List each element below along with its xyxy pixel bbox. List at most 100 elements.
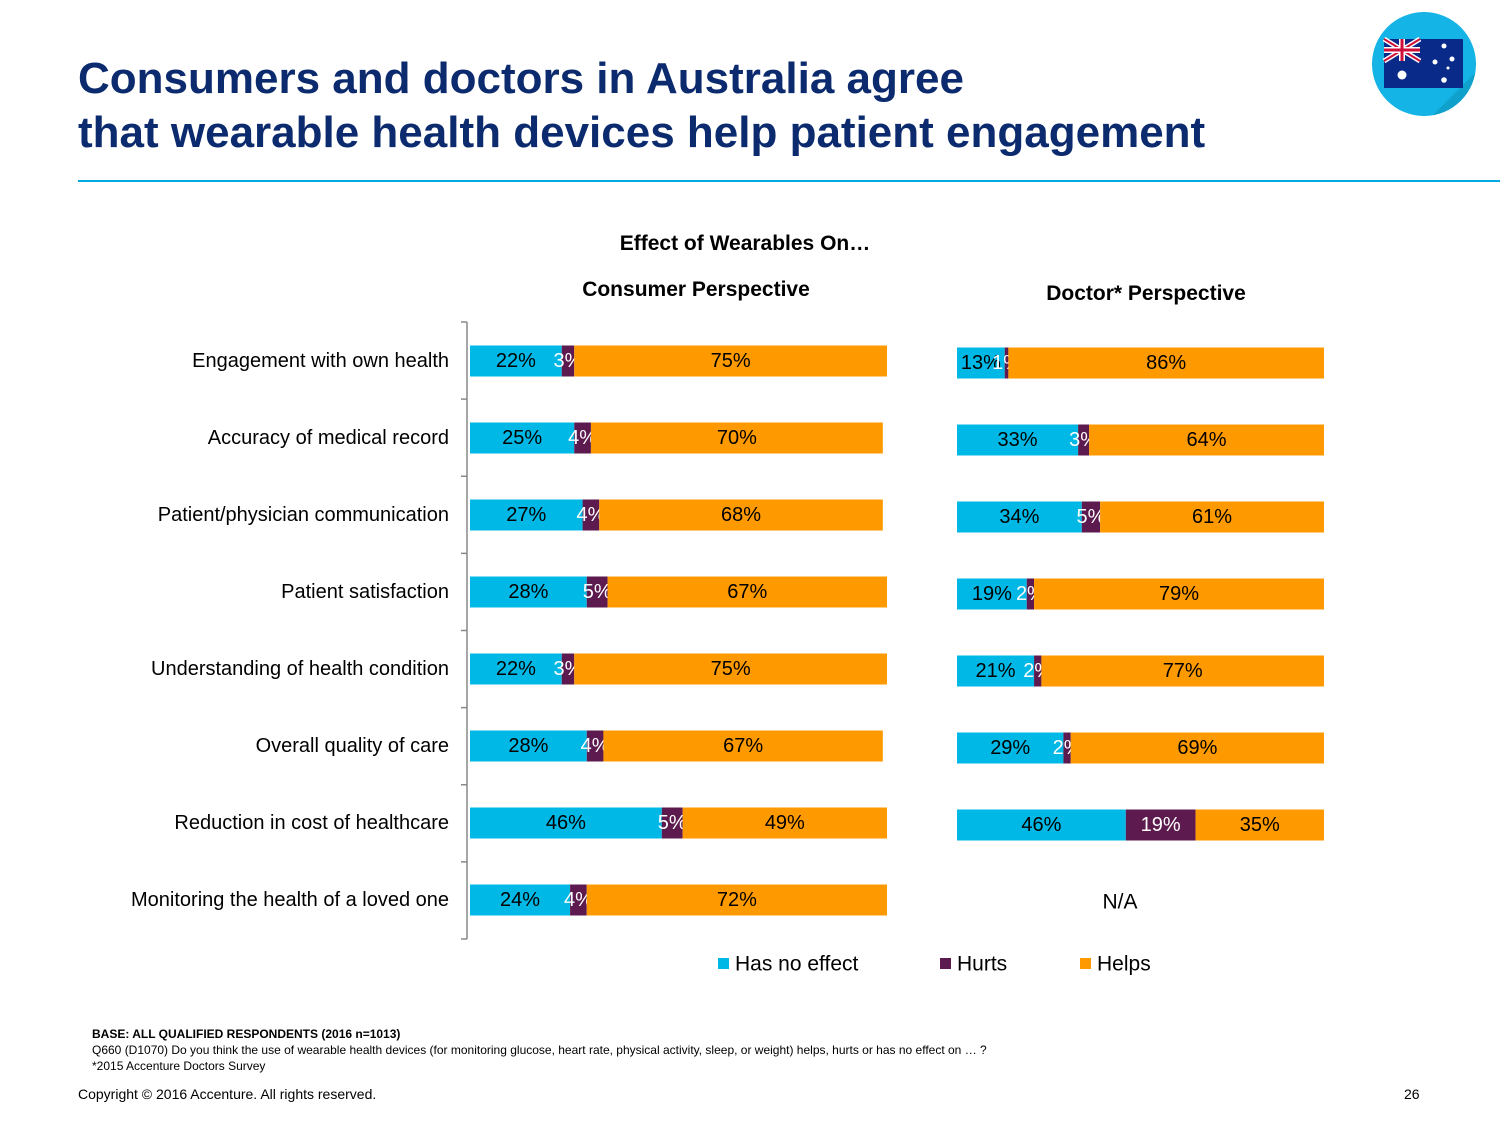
legend-label-has-no-effect: Has no effect xyxy=(735,953,859,976)
doctor-bar-hurts-3 xyxy=(1081,501,1101,533)
consumer-data-label: 25% xyxy=(502,427,542,449)
consumer-data-label: 68% xyxy=(721,504,761,526)
doctor-data-label: 34% xyxy=(999,506,1039,528)
slide-title-line-2: that wearable health devices help patien… xyxy=(78,108,1206,157)
category-label-monitoring-the-health-of-a-loved-one: Monitoring the health of a loved one xyxy=(131,889,449,911)
title-divider xyxy=(78,180,1500,182)
consumer-data-label: 5% xyxy=(658,812,687,834)
doctor-data-label: 69% xyxy=(1177,737,1217,759)
consumer-data-label: 49% xyxy=(765,812,805,834)
consumer-bar-has-no-effect-6 xyxy=(470,730,587,762)
doctor-na-label: N/A xyxy=(1102,891,1137,914)
doctor-bar-helps-5 xyxy=(1041,655,1324,687)
doctor-data-label: 19% xyxy=(1141,814,1181,836)
consumer-data-label: 67% xyxy=(727,581,767,603)
consumer-data-label: 28% xyxy=(508,581,548,603)
consumer-bar-helps-1 xyxy=(574,345,887,377)
legend-label-hurts: Hurts xyxy=(957,953,1007,976)
doctor-data-label: 86% xyxy=(1146,352,1186,374)
consumer-bar-helps-8 xyxy=(586,884,887,916)
page-number: 26 xyxy=(1404,1086,1420,1102)
consumer-panel-title: Consumer Perspective xyxy=(582,278,810,301)
consumer-bar-helps-5 xyxy=(574,653,887,685)
consumer-data-label: 75% xyxy=(711,658,751,680)
doctor-bar-hurts-1 xyxy=(1004,347,1009,379)
category-label-reduction-in-cost-of-healthcare: Reduction in cost of healthcare xyxy=(174,812,449,834)
doctor-bar-hurts-4 xyxy=(1026,578,1035,610)
doctor-data-label: 46% xyxy=(1021,814,1061,836)
doctor-bar-hurts-6 xyxy=(1063,732,1071,764)
consumer-data-label: 27% xyxy=(506,504,546,526)
doctor-bar-has-no-effect-2 xyxy=(957,424,1079,456)
doctor-data-label: 5% xyxy=(1077,506,1106,528)
consumer-bar-has-no-effect-4 xyxy=(470,576,587,608)
doctor-data-label: 64% xyxy=(1187,429,1227,451)
consumer-bar-hurts-4 xyxy=(586,576,608,608)
doctor-data-label: 33% xyxy=(998,429,1038,451)
category-label-overall-quality-of-care: Overall quality of care xyxy=(256,735,449,757)
consumer-data-label: 46% xyxy=(546,812,586,834)
doctor-panel-title: Doctor* Perspective xyxy=(1046,282,1246,305)
consumer-bar-has-no-effect-5 xyxy=(470,653,562,685)
footnotes: BASE: ALL QUALIFIED RESPONDENTS (2016 n=… xyxy=(92,1026,987,1074)
copyright: Copyright © 2016 Accenture. All rights r… xyxy=(78,1086,377,1102)
consumer-bar-hurts-8 xyxy=(570,884,587,916)
consumer-bar-helps-4 xyxy=(607,576,887,608)
slide-title-line-1: Consumers and doctors in Australia agree xyxy=(78,54,964,103)
slide-title: Consumers and doctors in Australia agree… xyxy=(78,52,1205,160)
consumer-bar-has-no-effect-8 xyxy=(470,884,571,916)
consumer-data-label: 4% xyxy=(564,889,593,911)
consumer-bar-helps-7 xyxy=(682,807,887,839)
consumer-bar-has-no-effect-2 xyxy=(470,422,575,454)
doctor-data-label: 35% xyxy=(1240,814,1280,836)
doctor-bar-has-no-effect-7 xyxy=(957,809,1126,841)
consumer-bar-hurts-7 xyxy=(661,807,683,839)
doctor-bar-has-no-effect-4 xyxy=(957,578,1027,610)
consumer-data-label: 22% xyxy=(496,658,536,680)
consumer-bar-helps-3 xyxy=(599,499,883,531)
doctor-bar-helps-1 xyxy=(1008,347,1324,379)
consumer-data-label: 75% xyxy=(711,350,751,372)
consumer-data-label: 70% xyxy=(717,427,757,449)
consumer-bar-hurts-3 xyxy=(582,499,600,531)
consumer-data-label: 67% xyxy=(723,735,763,757)
doctor-bar-has-no-effect-1 xyxy=(957,347,1005,379)
legend-swatch-helps xyxy=(1080,958,1091,969)
doctor-data-label: 21% xyxy=(976,660,1016,682)
doctor-bar-helps-7 xyxy=(1195,809,1324,841)
doctor-data-label: 79% xyxy=(1159,583,1199,605)
footnote-source: *2015 Accenture Doctors Survey xyxy=(92,1059,266,1073)
consumer-data-label: 5% xyxy=(583,581,612,603)
consumer-bar-has-no-effect-3 xyxy=(470,499,583,531)
doctor-data-label: 13% xyxy=(961,352,1001,374)
doctor-bar-hurts-7 xyxy=(1125,809,1196,841)
consumer-data-label: 28% xyxy=(508,735,548,757)
consumer-data-label: 24% xyxy=(500,889,540,911)
consumer-bar-hurts-5 xyxy=(561,653,575,685)
consumer-data-label: 22% xyxy=(496,350,536,372)
consumer-bar-has-no-effect-7 xyxy=(470,807,662,839)
chart-title: Effect of Wearables On… xyxy=(619,232,871,255)
doctor-bar-helps-3 xyxy=(1100,501,1324,533)
consumer-bar-hurts-1 xyxy=(561,345,575,377)
doctor-bar-hurts-5 xyxy=(1034,655,1042,687)
doctor-bar-helps-2 xyxy=(1089,424,1324,456)
category-label-engagement-with-own-health: Engagement with own health xyxy=(192,350,449,372)
category-label-patient-satisfaction: Patient satisfaction xyxy=(281,581,449,603)
doctor-data-label: 19% xyxy=(972,583,1012,605)
doctor-bar-has-no-effect-5 xyxy=(957,655,1035,687)
doctor-bar-hurts-2 xyxy=(1078,424,1090,456)
doctor-data-label: 77% xyxy=(1163,660,1203,682)
doctor-bar-helps-4 xyxy=(1034,578,1324,610)
legend-swatch-hurts xyxy=(940,958,951,969)
doctor-bar-has-no-effect-3 xyxy=(957,501,1082,533)
consumer-bar-hurts-6 xyxy=(586,730,604,762)
doctor-bar-helps-6 xyxy=(1070,732,1324,764)
consumer-bar-hurts-2 xyxy=(574,422,591,454)
footnote-question: Q660 (D1070) Do you think the use of wea… xyxy=(92,1043,987,1057)
consumer-data-label: 72% xyxy=(717,889,757,911)
stacked-bar-chart: Engagement with own health Accuracy of me… xyxy=(131,321,1324,976)
category-label-accuracy-of-medical-record: Accuracy of medical record xyxy=(208,427,449,449)
doctor-bar-has-no-effect-6 xyxy=(957,732,1064,764)
category-label-understanding-of-health-condition: Understanding of health condition xyxy=(151,658,449,680)
